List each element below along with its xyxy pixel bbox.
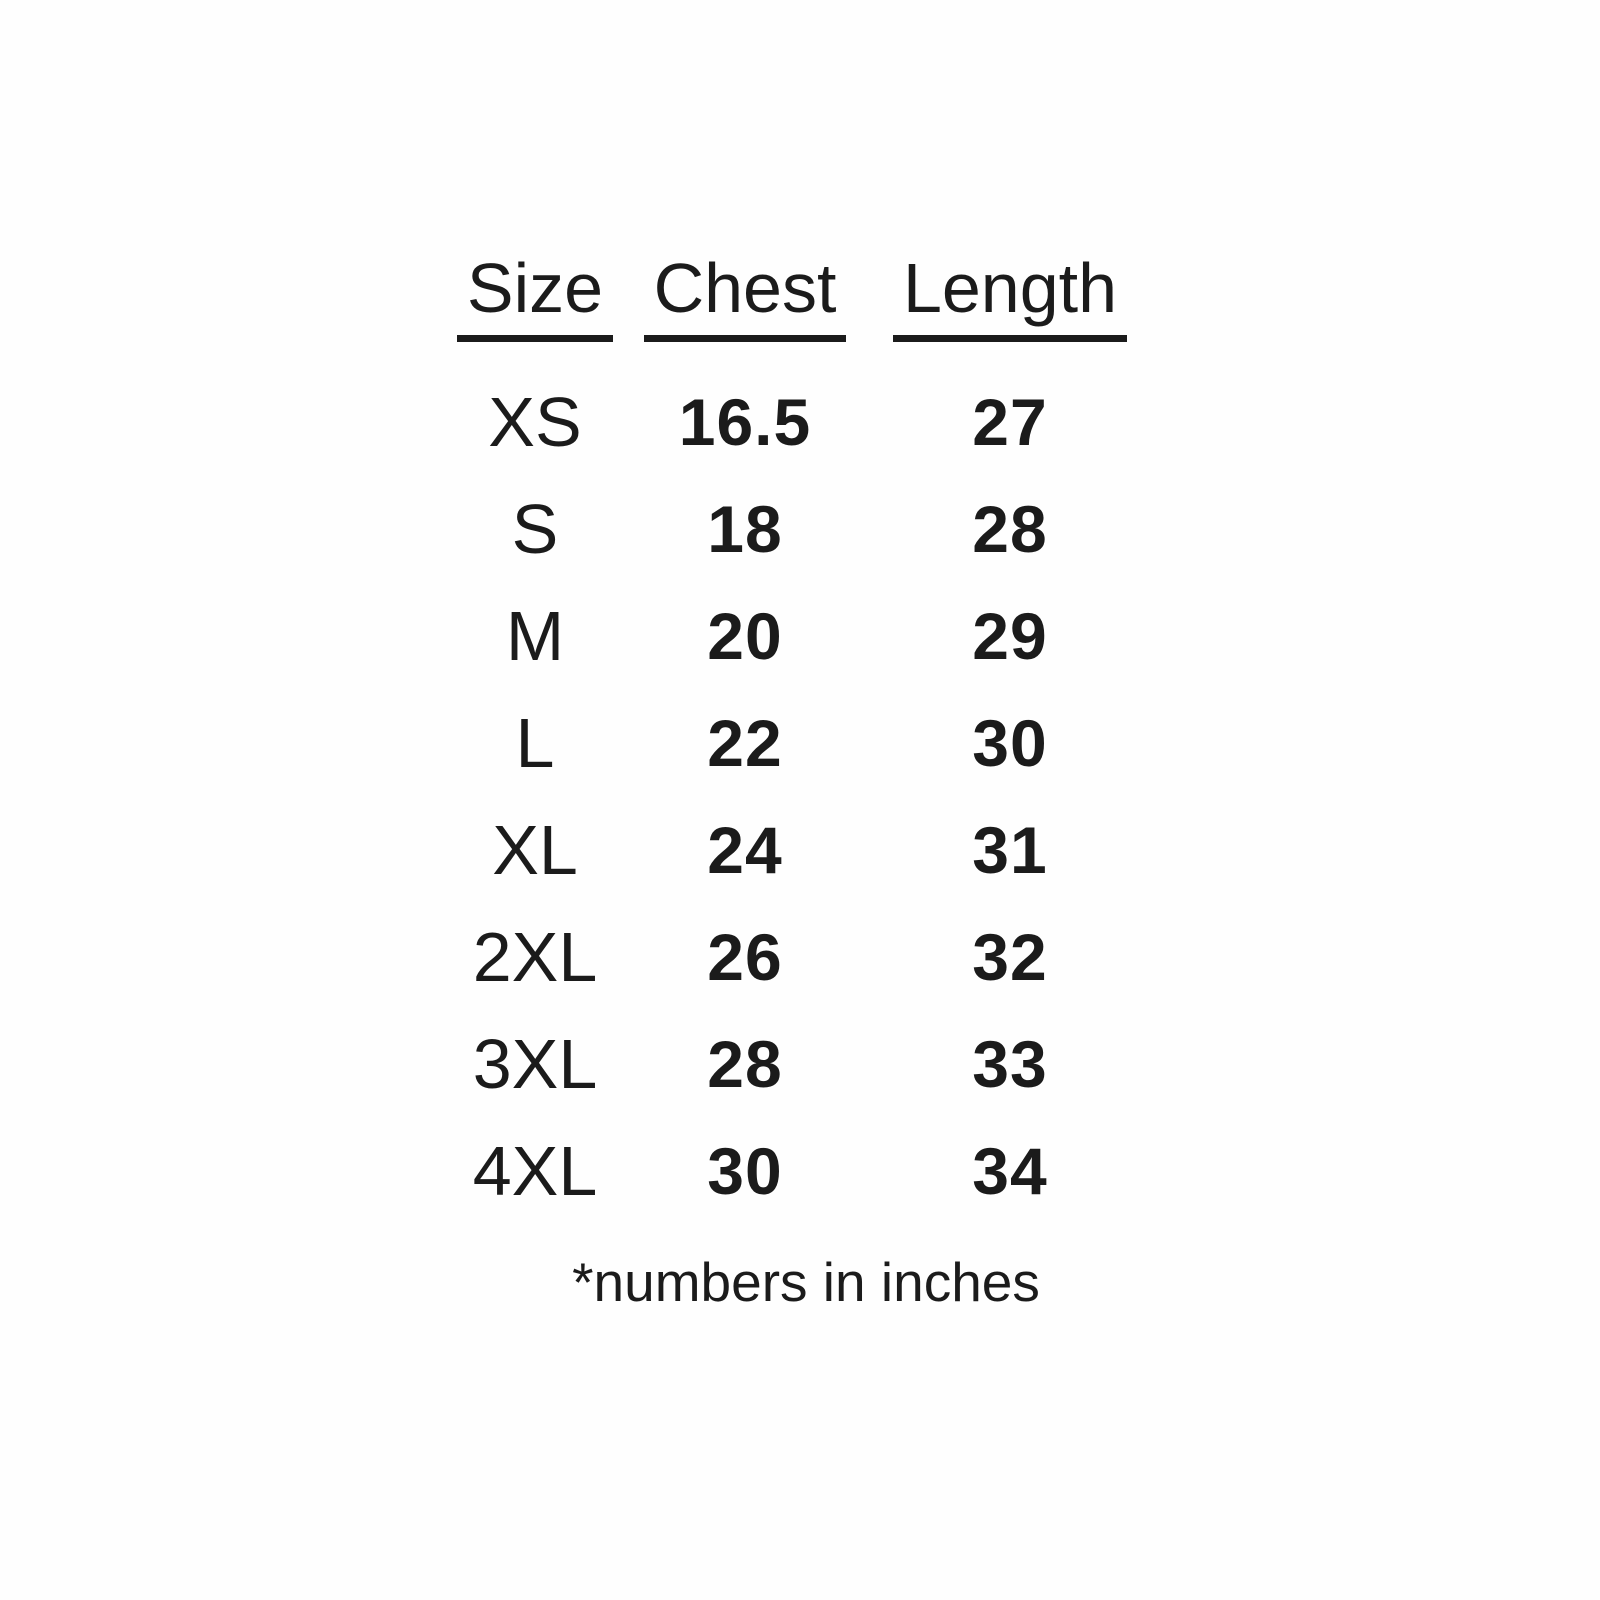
size-label: XL [492, 810, 578, 889]
length-value: 32 [972, 919, 1048, 994]
table-row-3xl: 3XL 28 33 [450, 1010, 1150, 1117]
size-chart-table: Size Chest Length XS 16.5 27 S 18 28 M 2… [450, 248, 1150, 1224]
header-row: Size Chest Length [450, 248, 1150, 368]
chest-value: 28 [707, 1026, 783, 1101]
chest-value: 24 [707, 812, 783, 887]
length-value: 34 [972, 1133, 1048, 1208]
table-row-l: L 22 30 [450, 689, 1150, 796]
length-value: 33 [972, 1026, 1048, 1101]
table-row-m: M 20 29 [450, 582, 1150, 689]
length-value: 30 [972, 705, 1048, 780]
chest-value: 20 [707, 598, 783, 673]
size-label: XS [488, 382, 582, 461]
column-header-length: Length [870, 248, 1150, 368]
table-row-2xl: 2XL 26 32 [450, 903, 1150, 1010]
column-header-chest-label: Chest [643, 253, 847, 342]
size-label: S [511, 489, 559, 568]
length-value: 27 [972, 384, 1048, 459]
chest-value: 16.5 [678, 384, 812, 459]
length-value: 29 [972, 598, 1048, 673]
size-label: L [515, 703, 555, 782]
table-row-s: S 18 28 [450, 475, 1150, 582]
length-value: 31 [972, 812, 1048, 887]
footnote: *numbers in inches [572, 1251, 1040, 1313]
size-label: M [505, 596, 565, 675]
chest-value: 22 [707, 705, 783, 780]
size-label: 4XL [472, 1131, 598, 1210]
table-row-xs: XS 16.5 27 [450, 368, 1150, 475]
column-header-chest: Chest [620, 248, 870, 368]
column-header-size: Size [450, 248, 620, 368]
size-label: 2XL [472, 917, 598, 996]
length-value: 28 [972, 491, 1048, 566]
table-row-4xl: 4XL 30 34 [450, 1117, 1150, 1224]
table-row-xl: XL 24 31 [450, 796, 1150, 903]
chest-value: 26 [707, 919, 783, 994]
chest-value: 18 [707, 491, 783, 566]
column-header-size-label: Size [456, 253, 614, 342]
chest-value: 30 [707, 1133, 783, 1208]
column-header-length-label: Length [892, 253, 1128, 342]
size-label: 3XL [472, 1024, 598, 1103]
